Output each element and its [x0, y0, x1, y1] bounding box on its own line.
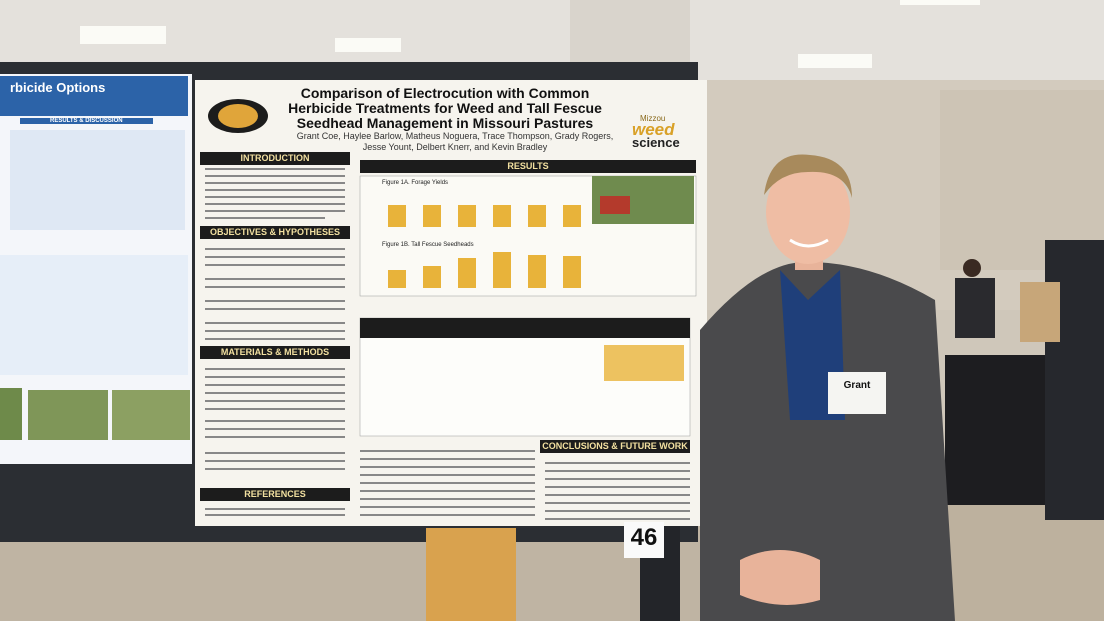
section-heading: REFERENCES [200, 488, 350, 501]
logo-top: Mizzou [640, 114, 666, 123]
figure-bars [388, 205, 581, 288]
ceiling-light [80, 26, 166, 44]
left-poster-header [0, 76, 188, 116]
ceiling-light [798, 54, 872, 68]
left-table [0, 255, 188, 375]
number-card [624, 522, 664, 558]
hair [764, 154, 852, 198]
poster-number: 46 [630, 524, 658, 551]
section-heading: CONCLUSIONS & FUTURE WORK [540, 440, 690, 453]
left-table [10, 130, 185, 230]
text-lines [205, 168, 690, 520]
poster-title: Comparison of Electrocution with Common … [288, 85, 602, 131]
left-poster-section: RESULTS & DISCUSSION [20, 118, 153, 124]
person-background [963, 259, 981, 277]
table [945, 355, 1045, 505]
section-heading: RESULTS [360, 160, 696, 173]
figure-title: Figure 1B. Tall Fescue Seedheads [382, 242, 474, 248]
envelope [426, 528, 516, 621]
left-photo [0, 388, 22, 440]
smile [789, 238, 829, 248]
ceiling-light [900, 0, 980, 5]
logo-middle: weed [632, 120, 675, 139]
left-photo [28, 390, 108, 440]
name-badge: Grant [843, 380, 871, 391]
section-heading: OBJECTIVES & HYPOTHESES [200, 226, 350, 239]
ceiling-light [335, 38, 401, 52]
person-background [955, 278, 995, 338]
section-heading: MATERIALS & METHODS [200, 346, 350, 359]
table-highlight [604, 345, 684, 381]
tiger-logo [218, 104, 258, 128]
logo-bottom: science [632, 135, 680, 150]
section-heading: INTRODUCTION [200, 152, 350, 165]
badge [828, 372, 886, 414]
poster-authors: Grant Coe, Haylee Barlow, Matheus Noguer… [296, 131, 614, 152]
left-poster-title: rbicide Options [10, 80, 106, 95]
figure-title: Figure 1A. Forage Yields [382, 180, 449, 186]
suit [700, 261, 955, 621]
table-header [360, 318, 690, 338]
hands [740, 550, 820, 605]
box [1020, 282, 1060, 342]
face [766, 160, 850, 264]
tractor [600, 196, 630, 214]
left-photo [112, 390, 190, 440]
